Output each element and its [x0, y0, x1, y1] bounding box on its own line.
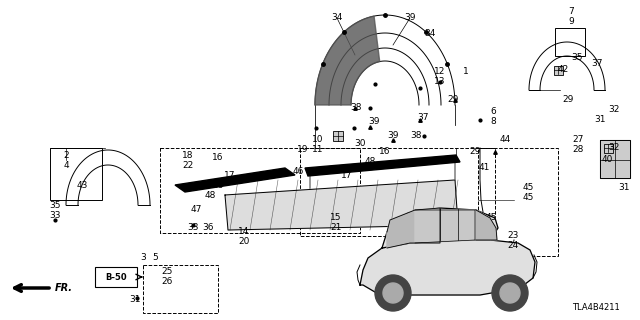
Polygon shape [175, 168, 295, 192]
Bar [604, 144, 613, 153]
Text: 16: 16 [212, 154, 224, 163]
Polygon shape [476, 210, 497, 240]
Text: 47: 47 [190, 205, 202, 214]
Text: 29: 29 [563, 95, 573, 105]
Text: 2: 2 [63, 150, 69, 159]
Text: 3: 3 [140, 253, 146, 262]
Text: 32: 32 [608, 143, 620, 153]
Text: 42: 42 [557, 66, 568, 75]
Bar [50, 148, 102, 200]
Bar [300, 148, 495, 236]
Text: 10: 10 [312, 135, 324, 145]
Text: 18: 18 [182, 150, 194, 159]
Text: 38: 38 [350, 103, 362, 113]
Text: 39: 39 [368, 117, 380, 126]
Text: 29: 29 [447, 95, 459, 105]
Text: 38: 38 [410, 132, 422, 140]
Text: 15: 15 [330, 213, 342, 222]
Text: 23: 23 [508, 231, 518, 241]
Bar [143, 265, 218, 313]
Text: FR.: FR. [55, 283, 73, 293]
Text: 27: 27 [572, 135, 584, 145]
Text: 48: 48 [364, 157, 376, 166]
Text: 14: 14 [238, 228, 250, 236]
Text: 8: 8 [490, 117, 496, 126]
Text: 9: 9 [568, 18, 574, 27]
Text: 40: 40 [602, 156, 612, 164]
Text: 30: 30 [355, 140, 365, 148]
Text: 34: 34 [424, 28, 436, 37]
Text: 20: 20 [238, 237, 250, 246]
Polygon shape [415, 210, 475, 243]
Bar [333, 131, 343, 141]
Text: 7: 7 [568, 7, 574, 17]
Text: 46: 46 [212, 181, 224, 190]
Text: 12: 12 [435, 68, 445, 76]
Text: 4: 4 [63, 161, 69, 170]
Text: 37: 37 [417, 114, 429, 123]
Text: 31: 31 [129, 295, 141, 305]
Circle shape [500, 283, 520, 303]
Bar [478, 148, 558, 256]
Text: 33: 33 [49, 211, 61, 220]
Text: 48: 48 [204, 191, 216, 201]
Text: 45: 45 [485, 213, 497, 222]
Text: 26: 26 [161, 277, 173, 286]
Polygon shape [360, 240, 535, 295]
Text: B-50: B-50 [105, 273, 127, 282]
Text: 34: 34 [332, 13, 342, 22]
Text: 31: 31 [595, 116, 605, 124]
Bar [554, 66, 563, 75]
Circle shape [492, 275, 528, 311]
Polygon shape [225, 180, 458, 230]
Text: 39: 39 [404, 13, 416, 22]
Text: TLA4B4211: TLA4B4211 [572, 303, 620, 313]
Polygon shape [315, 16, 380, 105]
Text: 35: 35 [572, 53, 583, 62]
Polygon shape [387, 208, 440, 248]
Circle shape [375, 275, 411, 311]
Text: 6: 6 [490, 108, 496, 116]
Text: 19: 19 [297, 146, 308, 155]
Text: 13: 13 [435, 77, 445, 86]
Text: 35: 35 [49, 201, 61, 210]
Text: 25: 25 [161, 268, 173, 276]
Text: 46: 46 [292, 167, 304, 177]
Text: 29: 29 [469, 148, 481, 156]
Text: 21: 21 [330, 223, 342, 233]
Text: 33: 33 [188, 223, 199, 233]
Text: 5: 5 [152, 253, 158, 262]
Bar [555, 28, 585, 56]
Polygon shape [305, 155, 460, 176]
Text: 44: 44 [499, 135, 511, 145]
Text: 37: 37 [591, 60, 603, 68]
Polygon shape [600, 140, 630, 178]
Text: 16: 16 [380, 148, 391, 156]
Text: 22: 22 [182, 161, 194, 170]
Text: 45: 45 [522, 194, 534, 203]
Text: 36: 36 [202, 223, 214, 233]
Text: 1: 1 [463, 68, 469, 76]
Bar [160, 148, 360, 233]
Text: 24: 24 [508, 242, 518, 251]
Text: 17: 17 [341, 171, 353, 180]
Text: 31: 31 [618, 183, 630, 193]
Text: 32: 32 [608, 106, 620, 115]
Text: 43: 43 [76, 180, 88, 189]
Circle shape [383, 283, 403, 303]
Text: 11: 11 [312, 146, 324, 155]
Text: 28: 28 [572, 146, 584, 155]
Polygon shape [382, 208, 498, 248]
Text: 41: 41 [478, 164, 490, 172]
Text: 45: 45 [522, 183, 534, 193]
Text: 17: 17 [224, 171, 236, 180]
Text: 39: 39 [387, 132, 399, 140]
